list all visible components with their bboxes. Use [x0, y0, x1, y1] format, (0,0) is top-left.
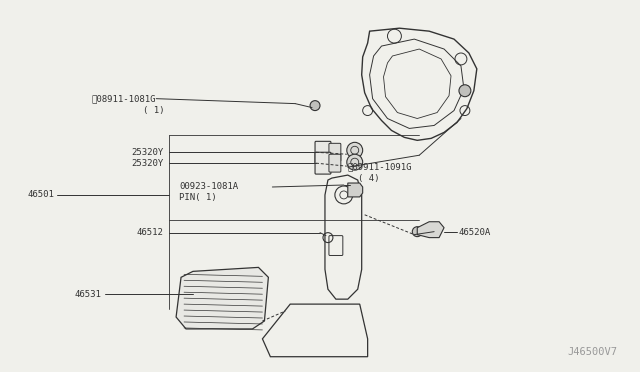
FancyBboxPatch shape: [315, 141, 331, 163]
FancyBboxPatch shape: [315, 152, 331, 174]
FancyBboxPatch shape: [329, 154, 341, 172]
Text: J46500V7: J46500V7: [568, 347, 618, 357]
Circle shape: [459, 85, 471, 97]
Text: 46512: 46512: [136, 228, 163, 237]
Text: 25320Y: 25320Y: [131, 159, 163, 168]
Polygon shape: [348, 183, 363, 197]
Polygon shape: [417, 222, 444, 238]
Text: ( 4): ( 4): [358, 174, 380, 183]
Text: ( 1): ( 1): [143, 106, 164, 115]
Circle shape: [347, 142, 363, 158]
Circle shape: [347, 154, 363, 170]
Text: 25320Y: 25320Y: [131, 148, 163, 157]
Text: 46531: 46531: [75, 290, 102, 299]
Text: PIN( 1): PIN( 1): [179, 193, 217, 202]
Text: ⓝ08911-1081G: ⓝ08911-1081G: [92, 94, 156, 103]
Text: 46501: 46501: [27, 190, 54, 199]
Circle shape: [310, 101, 320, 110]
FancyBboxPatch shape: [329, 143, 341, 161]
Circle shape: [412, 227, 422, 237]
Text: ⓝ09911-1091G: ⓝ09911-1091G: [348, 163, 412, 171]
Polygon shape: [176, 267, 268, 329]
Text: 00923-1081A: 00923-1081A: [179, 183, 238, 192]
Text: 46520A: 46520A: [459, 228, 492, 237]
